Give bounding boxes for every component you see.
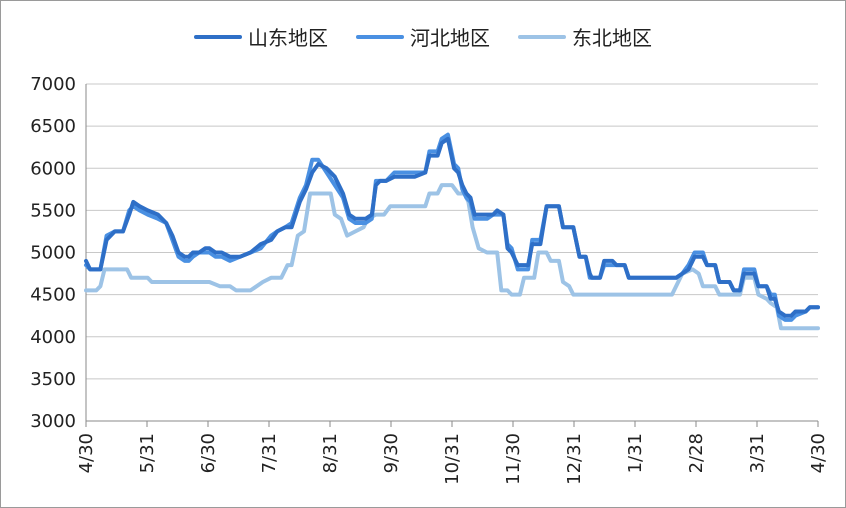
y-tick-label: 6500 bbox=[30, 116, 76, 137]
y-tick-label: 7000 bbox=[30, 74, 76, 95]
chart-legend: 山东地区 河北地区 东北地区 bbox=[0, 22, 846, 51]
series-line-0 bbox=[84, 136, 820, 318]
y-tick-label: 5000 bbox=[30, 243, 76, 264]
y-tick-label: 3000 bbox=[30, 411, 76, 432]
legend-swatch-dongbei bbox=[518, 34, 566, 39]
legend-item-dongbei: 东北地区 bbox=[518, 22, 652, 51]
x-tick-label: 4/30 bbox=[808, 433, 829, 473]
y-tick-label: 5500 bbox=[30, 200, 76, 221]
x-tick-label: 7/31 bbox=[259, 433, 280, 473]
y-tick-label: 6000 bbox=[30, 158, 76, 179]
x-tick-label: 12/31 bbox=[564, 433, 585, 485]
x-tick-label: 4/30 bbox=[76, 433, 97, 473]
x-tick-label: 8/31 bbox=[320, 433, 341, 473]
x-tick-label: 11/30 bbox=[503, 433, 524, 485]
legend-item-hebei: 河北地区 bbox=[356, 22, 490, 51]
legend-swatch-hebei bbox=[356, 34, 404, 39]
legend-item-shandong: 山东地区 bbox=[194, 22, 328, 51]
legend-label-hebei: 河北地区 bbox=[410, 26, 490, 50]
x-tick-label: 10/31 bbox=[442, 433, 463, 485]
legend-label-dongbei: 东北地区 bbox=[572, 26, 652, 50]
y-tick-label: 4000 bbox=[30, 327, 76, 348]
series-line-2 bbox=[84, 183, 820, 331]
x-tick-label: 1/31 bbox=[625, 433, 646, 473]
y-tick-label: 4500 bbox=[30, 285, 76, 306]
x-tick-label: 2/28 bbox=[686, 433, 707, 473]
x-tick-label: 9/30 bbox=[381, 433, 402, 473]
y-tick-label: 3500 bbox=[30, 369, 76, 390]
x-tick-label: 3/31 bbox=[747, 433, 768, 473]
x-tick-label: 5/31 bbox=[137, 433, 158, 473]
legend-swatch-shandong bbox=[194, 34, 242, 39]
legend-label-shandong: 山东地区 bbox=[248, 26, 328, 50]
x-tick-label: 6/30 bbox=[198, 433, 219, 473]
